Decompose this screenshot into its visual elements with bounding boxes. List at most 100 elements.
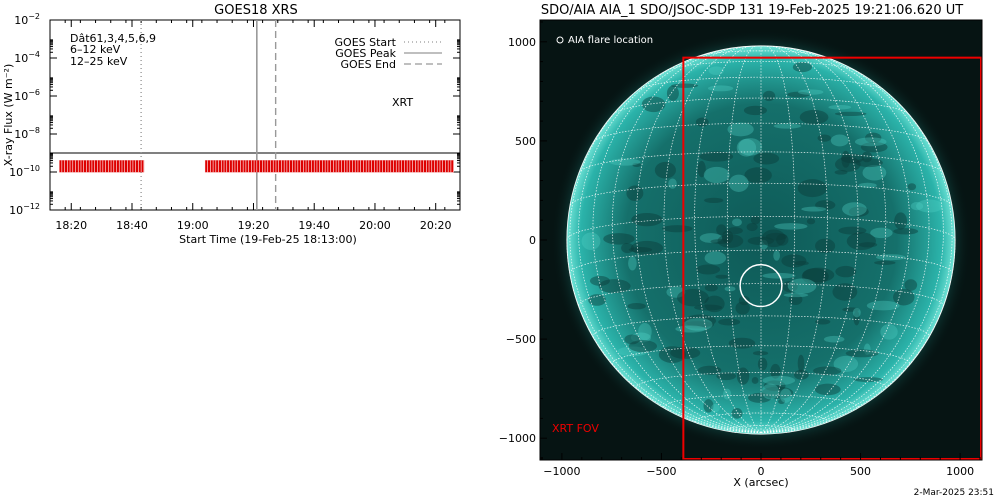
disk-texture-blob <box>704 197 724 204</box>
disk-texture-blob <box>863 343 871 356</box>
channel-annotation-12-25kev: 12–25 keV <box>70 55 128 68</box>
disk-texture-blob <box>862 164 887 181</box>
disk-texture-blob <box>842 307 860 312</box>
disk-texture-blob <box>662 225 693 233</box>
disk-texture-blob <box>773 123 802 129</box>
disk-texture-blob <box>699 151 734 162</box>
flare-location-label: AIA flare location <box>568 35 653 46</box>
disk-texture-blob <box>852 307 861 318</box>
disk-texture-blob <box>817 134 831 142</box>
disk-texture-blob <box>628 256 637 271</box>
disk-texture-blob <box>598 279 631 294</box>
disk-texture-blob <box>641 96 666 113</box>
disk-texture-blob <box>609 158 641 166</box>
solar-disk-texture <box>581 61 944 419</box>
disk-texture-blob <box>841 150 851 168</box>
flare-legend-marker <box>556 36 564 44</box>
disk-texture-blob <box>699 233 723 243</box>
disk-texture-blob <box>736 138 757 157</box>
disk-texture-blob <box>794 261 809 266</box>
disk-texture-blob <box>744 167 772 184</box>
disk-texture-blob <box>860 141 888 153</box>
goes-y-tick-label: 10−4 <box>14 50 40 65</box>
disk-texture-blob <box>763 380 786 392</box>
xrt-fov-box <box>682 56 982 460</box>
disk-texture-blob <box>894 212 907 230</box>
disk-texture-blob <box>870 227 893 239</box>
disk-texture-blob <box>813 366 842 376</box>
disk-texture-blob <box>728 337 756 349</box>
disk-texture-blob <box>838 226 867 235</box>
channel-annotation-dets: Dât61,3,4,5,6,9 <box>70 32 156 45</box>
disk-texture-blob <box>723 388 732 400</box>
disk-texture-blob <box>880 324 898 340</box>
disk-texture-blob <box>910 202 924 211</box>
disk-texture-blob <box>632 162 642 167</box>
grid-line <box>667 60 855 71</box>
goes-event-markers <box>140 20 277 210</box>
generation-timestamp: 2-Mar-2025 23:51 <box>913 488 994 498</box>
goes-x-axis-label: Start Time (19-Feb-25 18:13:00) <box>179 233 357 246</box>
goes-x-tick-label: 18:40 <box>116 219 148 232</box>
disk-texture-blob <box>773 250 780 261</box>
disk-texture-blob <box>627 302 646 310</box>
grid-line <box>569 182 953 206</box>
disk-texture-blob <box>666 85 679 101</box>
disk-texture-blob <box>708 66 724 76</box>
disk-texture-blob <box>711 403 720 413</box>
disk-texture-blob <box>797 354 805 373</box>
disk-texture-blob <box>736 367 750 385</box>
grid-line <box>760 50 930 434</box>
disk-texture-blob <box>703 166 730 184</box>
disk-texture-blob <box>834 169 848 175</box>
disk-texture-blob <box>875 254 906 261</box>
disk-texture-blob <box>710 239 731 244</box>
disk-texture-blob <box>671 83 699 88</box>
goes-legend-label: GOES Start <box>335 36 397 49</box>
disk-texture-blob <box>858 242 878 248</box>
goes-y-tick-label: 10−8 <box>14 126 40 141</box>
goes-y-tick-exponent: −2 <box>28 12 40 21</box>
goes-x-tick-label: 19:40 <box>298 219 330 232</box>
disk-texture-blob <box>676 289 709 307</box>
goes-y-tick-exponent: −4 <box>28 50 40 59</box>
disk-texture-blob <box>762 375 796 386</box>
disk-texture-blob <box>683 318 713 331</box>
disk-texture-blob <box>631 212 663 227</box>
disk-texture-blob <box>695 117 709 127</box>
goes-x-tick-label: 19:20 <box>238 219 270 232</box>
disk-texture-blob <box>726 227 743 235</box>
disk-texture-blob <box>770 363 781 379</box>
disk-texture-blob <box>835 265 857 278</box>
disk-texture-blob <box>752 351 769 356</box>
disk-texture-blob <box>694 304 723 311</box>
disk-texture-blob <box>761 386 794 399</box>
xrt-bar-segment <box>59 160 145 173</box>
disk-texture-blob <box>738 295 750 306</box>
xrt-fov-label: XRT FOV <box>552 422 599 435</box>
goes-y-tick-exponent: −10 <box>23 164 40 173</box>
goes-y-tick-exponent: −8 <box>28 126 40 135</box>
disk-texture-blob <box>823 335 845 343</box>
aia-x-axis: −1000 −500 0 500 1000 <box>541 453 981 478</box>
aia-y-tick-label: −1000 <box>499 432 536 445</box>
disk-texture-blob <box>696 264 721 275</box>
disk-texture-blob <box>630 240 664 256</box>
disk-texture-blob <box>834 156 861 172</box>
goes-x-tick-label: 19:00 <box>177 219 209 232</box>
disk-texture-blob <box>759 239 768 250</box>
disk-texture-blob <box>861 151 873 163</box>
goes-x-tick-label: 20:00 <box>359 219 391 232</box>
disk-texture-blob <box>907 183 917 191</box>
aia-image-title: SDO/AIA AIA_1 SDO/JSOC-SDP 131 19-Feb-20… <box>541 3 963 18</box>
aia-y-tick-label: 500 <box>515 135 536 148</box>
xrt-bar-segment <box>204 160 454 173</box>
goes-x-tick-label: 20:20 <box>420 219 452 232</box>
disk-texture-blob <box>684 314 717 328</box>
disk-texture-blob <box>858 182 877 188</box>
goes-chart-title: GOES18 XRS <box>214 3 298 18</box>
disk-texture-blob <box>718 318 741 326</box>
goes-y-tick-exponent: −12 <box>23 202 40 211</box>
